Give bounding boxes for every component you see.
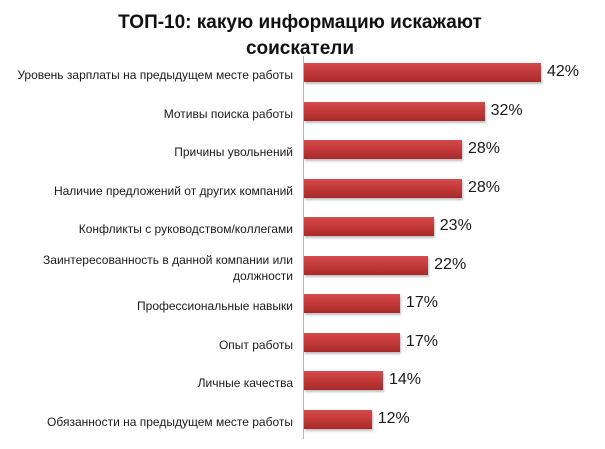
value-label: 17% — [405, 294, 438, 312]
category-label: Опыт работы — [218, 337, 293, 352]
chart-title-line-2: соискатели — [245, 38, 355, 59]
bar — [304, 217, 434, 237]
value-label: 28% — [468, 140, 501, 158]
bar — [304, 409, 372, 429]
value-label: 17% — [405, 332, 438, 350]
value-label: 22% — [434, 255, 467, 273]
bar — [304, 371, 383, 391]
bar-row: Причины увольнений 28% — [0, 133, 605, 171]
bar-row: Конфликты с руководством/коллегами 23% — [0, 210, 605, 248]
bar-row: Наличие предложений от других компаний 28… — [0, 172, 605, 210]
bar — [304, 332, 400, 352]
category-label: Профессиональные навыки — [137, 299, 293, 314]
bar — [304, 178, 462, 198]
bar-row: Заинтересованность в данной компании или… — [0, 249, 605, 287]
category-label: Личные качества — [197, 376, 293, 391]
bar — [304, 101, 485, 121]
category-label: Уровень зарплаты на предыдущем месте раб… — [17, 68, 293, 82]
chart-title-line-1: ТОП-10: какую информацию искажают — [118, 12, 482, 33]
category-axis-line — [303, 56, 304, 439]
bar-row: Уровень зарплаты на предыдущем месте раб… — [0, 56, 605, 94]
value-label: 42% — [547, 63, 580, 80]
bar-row: Профессиональные навыки 17% — [0, 287, 605, 325]
category-label: Обязанности на предыдущем месте работы — [47, 414, 293, 429]
value-label: 23% — [439, 217, 472, 235]
bar — [304, 140, 462, 160]
bar — [304, 294, 400, 314]
bar-row: Мотивы поиска работы 32% — [0, 95, 605, 133]
category-label: Заинтересованность в данной компании или… — [43, 252, 293, 283]
value-label: 32% — [490, 101, 523, 119]
bar-row: Личные качества 14% — [0, 364, 605, 402]
chart-title: ТОП-10: какую информацию искажают соиска… — [60, 10, 540, 62]
value-label: 14% — [389, 371, 422, 389]
value-label: 28% — [468, 178, 501, 196]
category-label: Наличие предложений от других компаний — [53, 183, 293, 198]
value-label: 12% — [377, 409, 410, 427]
category-label: Причины увольнений — [174, 145, 293, 160]
bar — [304, 63, 541, 82]
bar — [304, 255, 429, 275]
bar-row: Опыт работы 17% — [0, 326, 605, 364]
bar-row: Обязанности на предыдущем месте работы 12… — [0, 403, 605, 441]
category-label: Конфликты с руководством/коллегами — [78, 222, 293, 237]
category-label: Мотивы поиска работы — [163, 106, 293, 121]
